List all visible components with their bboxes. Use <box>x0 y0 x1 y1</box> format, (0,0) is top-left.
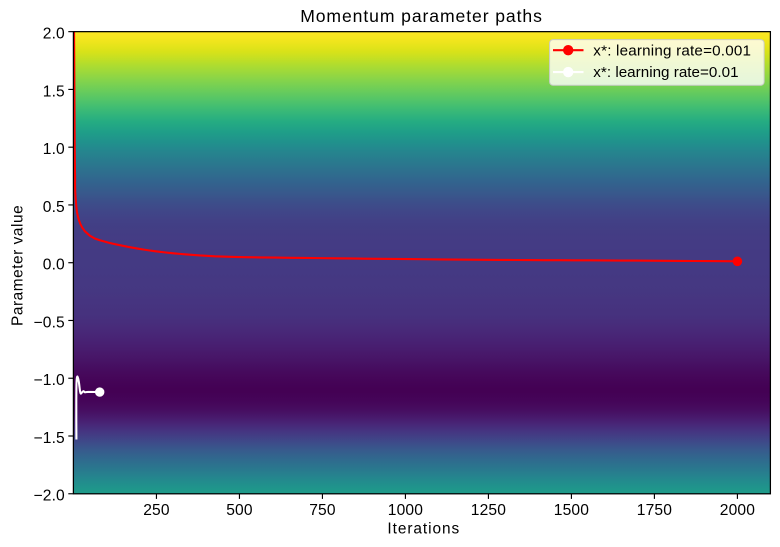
svg-text:Momentum parameter paths: Momentum parameter paths <box>300 6 543 26</box>
svg-text:750: 750 <box>309 502 336 519</box>
svg-text:Parameter value: Parameter value <box>9 205 26 326</box>
svg-text:0.5: 0.5 <box>43 199 65 216</box>
svg-text:250: 250 <box>143 502 170 519</box>
svg-text:x*: learning rate=0.001: x*: learning rate=0.001 <box>593 42 751 59</box>
svg-text:Iterations: Iterations <box>387 520 460 537</box>
svg-text:1.0: 1.0 <box>43 141 65 158</box>
svg-text:−0.5: −0.5 <box>34 314 66 331</box>
svg-text:x*: learning rate=0.01: x*: learning rate=0.01 <box>593 64 738 81</box>
svg-text:1000: 1000 <box>388 502 423 519</box>
svg-text:1500: 1500 <box>554 502 589 519</box>
svg-text:−2.0: −2.0 <box>34 488 66 505</box>
svg-text:2000: 2000 <box>720 502 755 519</box>
svg-text:−1.5: −1.5 <box>34 430 66 447</box>
svg-text:1.5: 1.5 <box>43 83 65 100</box>
svg-text:−1.0: −1.0 <box>34 372 66 389</box>
svg-text:1250: 1250 <box>471 502 506 519</box>
svg-text:0.0: 0.0 <box>43 257 65 274</box>
svg-text:500: 500 <box>226 502 253 519</box>
svg-text:2.0: 2.0 <box>43 26 65 43</box>
svg-text:1750: 1750 <box>637 502 672 519</box>
